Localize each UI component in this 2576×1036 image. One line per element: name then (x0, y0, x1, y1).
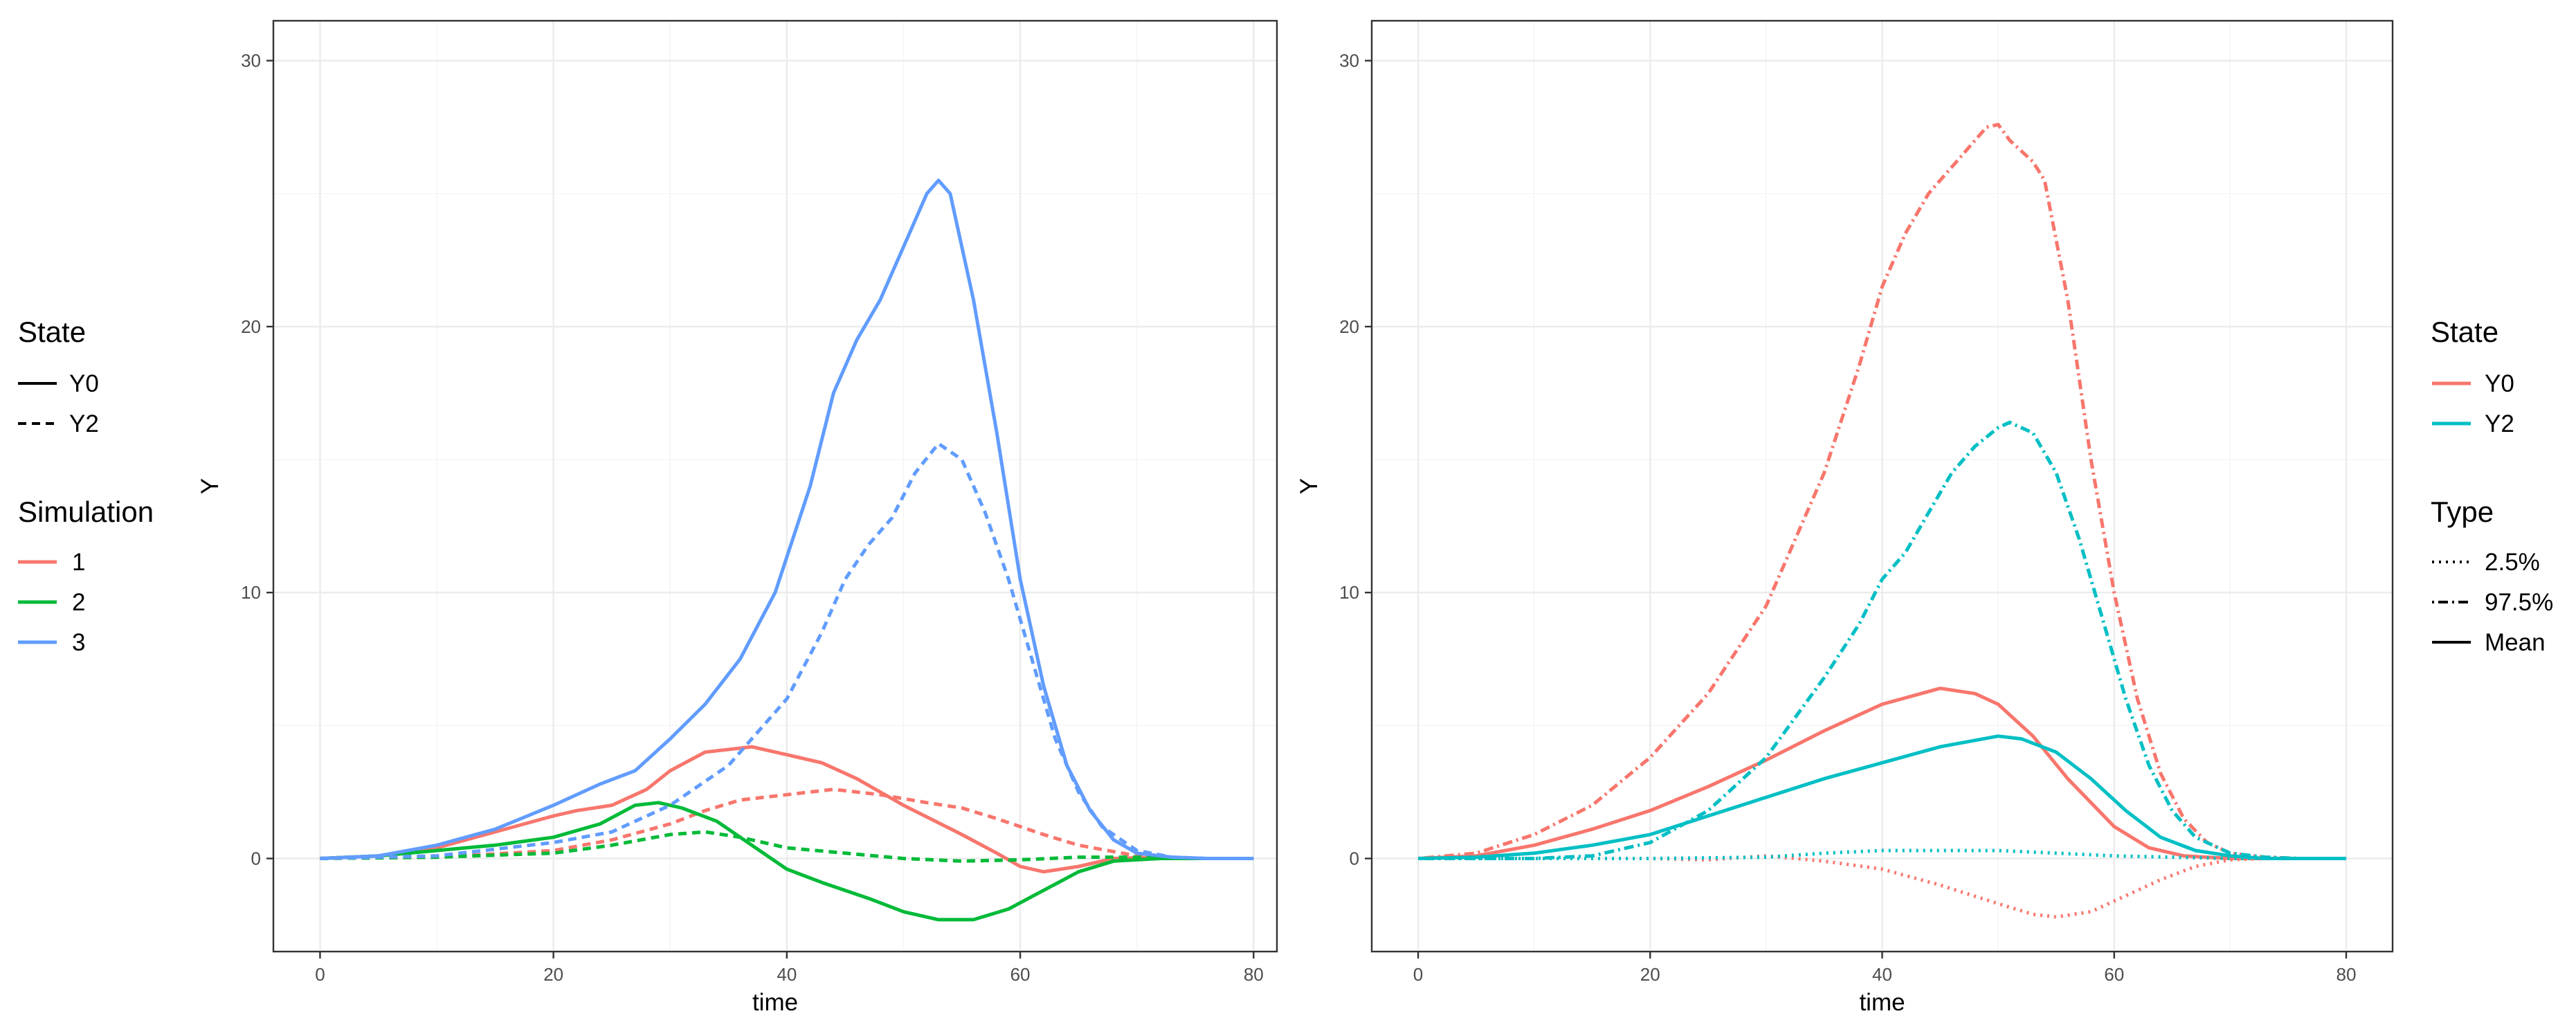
x-tick-label: 40 (1872, 964, 1892, 985)
series-line-sim-3-y2 (320, 442, 1254, 860)
y-tick-label: 0 (251, 848, 261, 869)
left-panel-series (320, 179, 1254, 922)
y-tick-label: 10 (1339, 582, 1359, 603)
legend-label-y2-right: Y2 (2485, 410, 2514, 437)
left-panel: 0 20 40 60 80 0 10 20 30 time Y (197, 19, 1278, 1016)
series-line-sim-2-y0 (320, 801, 1254, 922)
legend-label-y2: Y2 (69, 410, 99, 437)
x-tick-label: 20 (1640, 964, 1660, 985)
left-panel-background (273, 21, 1277, 952)
legend-state-title-right: State (2431, 316, 2498, 348)
legend-label-sim-2: 2 (72, 589, 85, 616)
legend-simulation-title: Simulation (18, 496, 154, 528)
legend-type-title: Type (2431, 496, 2494, 528)
y-tick-label: 10 (241, 582, 261, 603)
left-legend: State Y0 Y2 Simulation 1 2 3 (18, 316, 154, 656)
x-tick-label: 0 (1413, 964, 1423, 985)
legend-label-sim-1: 1 (72, 549, 85, 576)
right-x-axis-title: time (1859, 989, 1905, 1016)
x-tick-label: 0 (315, 964, 325, 985)
y-tick-label: 0 (1350, 848, 1359, 869)
right-legend: State Y0 Y2 Type 2.5% 97.5% Mean (2431, 316, 2553, 656)
series-line-Mean-y0 (1417, 687, 2346, 860)
series-line-975-y2 (1418, 420, 2346, 860)
right-panel: 0 20 40 60 80 0 10 20 30 time Y (1296, 19, 2394, 1016)
x-tick-label: 80 (1244, 964, 1264, 985)
legend-label-y0-right: Y0 (2485, 370, 2514, 397)
series-line-sim-2-y2 (320, 830, 1254, 863)
right-panel-grid (1372, 21, 2393, 952)
y-tick-label: 30 (1339, 51, 1359, 71)
left-panel-border (272, 19, 1278, 953)
legend-label-mean: Mean (2485, 629, 2546, 656)
x-tick-label: 20 (543, 964, 563, 985)
series-line-Mean-y2 (1417, 734, 2346, 860)
legend-state-title: State (18, 316, 86, 348)
series-line-sim-1-y2 (320, 788, 1254, 860)
x-tick-label: 60 (2104, 964, 2124, 985)
series-line-sim-1-y0 (320, 745, 1254, 874)
y-tick-label: 30 (241, 51, 261, 71)
legend-label-y0: Y0 (69, 370, 99, 397)
left-panel-axes: 0 20 40 60 80 0 10 20 30 (241, 51, 1264, 985)
legend-label-97-5: 97.5% (2485, 589, 2553, 616)
right-y-axis-title: Y (1296, 478, 1323, 494)
legend-label-2-5: 2.5% (2485, 549, 2540, 576)
left-x-axis-title: time (752, 989, 798, 1016)
left-y-axis-title: Y (197, 478, 224, 494)
legend-label-sim-3: 3 (72, 629, 85, 656)
x-tick-label: 80 (2336, 964, 2356, 985)
x-tick-label: 60 (1010, 964, 1031, 985)
y-tick-label: 20 (1339, 316, 1359, 337)
y-tick-label: 20 (241, 316, 261, 337)
right-panel-series (1417, 122, 2346, 919)
series-line-975-y0 (1417, 122, 2346, 860)
right-panel-axes: 0 20 40 60 80 0 10 20 30 (1339, 51, 2356, 985)
x-tick-label: 40 (777, 964, 797, 985)
